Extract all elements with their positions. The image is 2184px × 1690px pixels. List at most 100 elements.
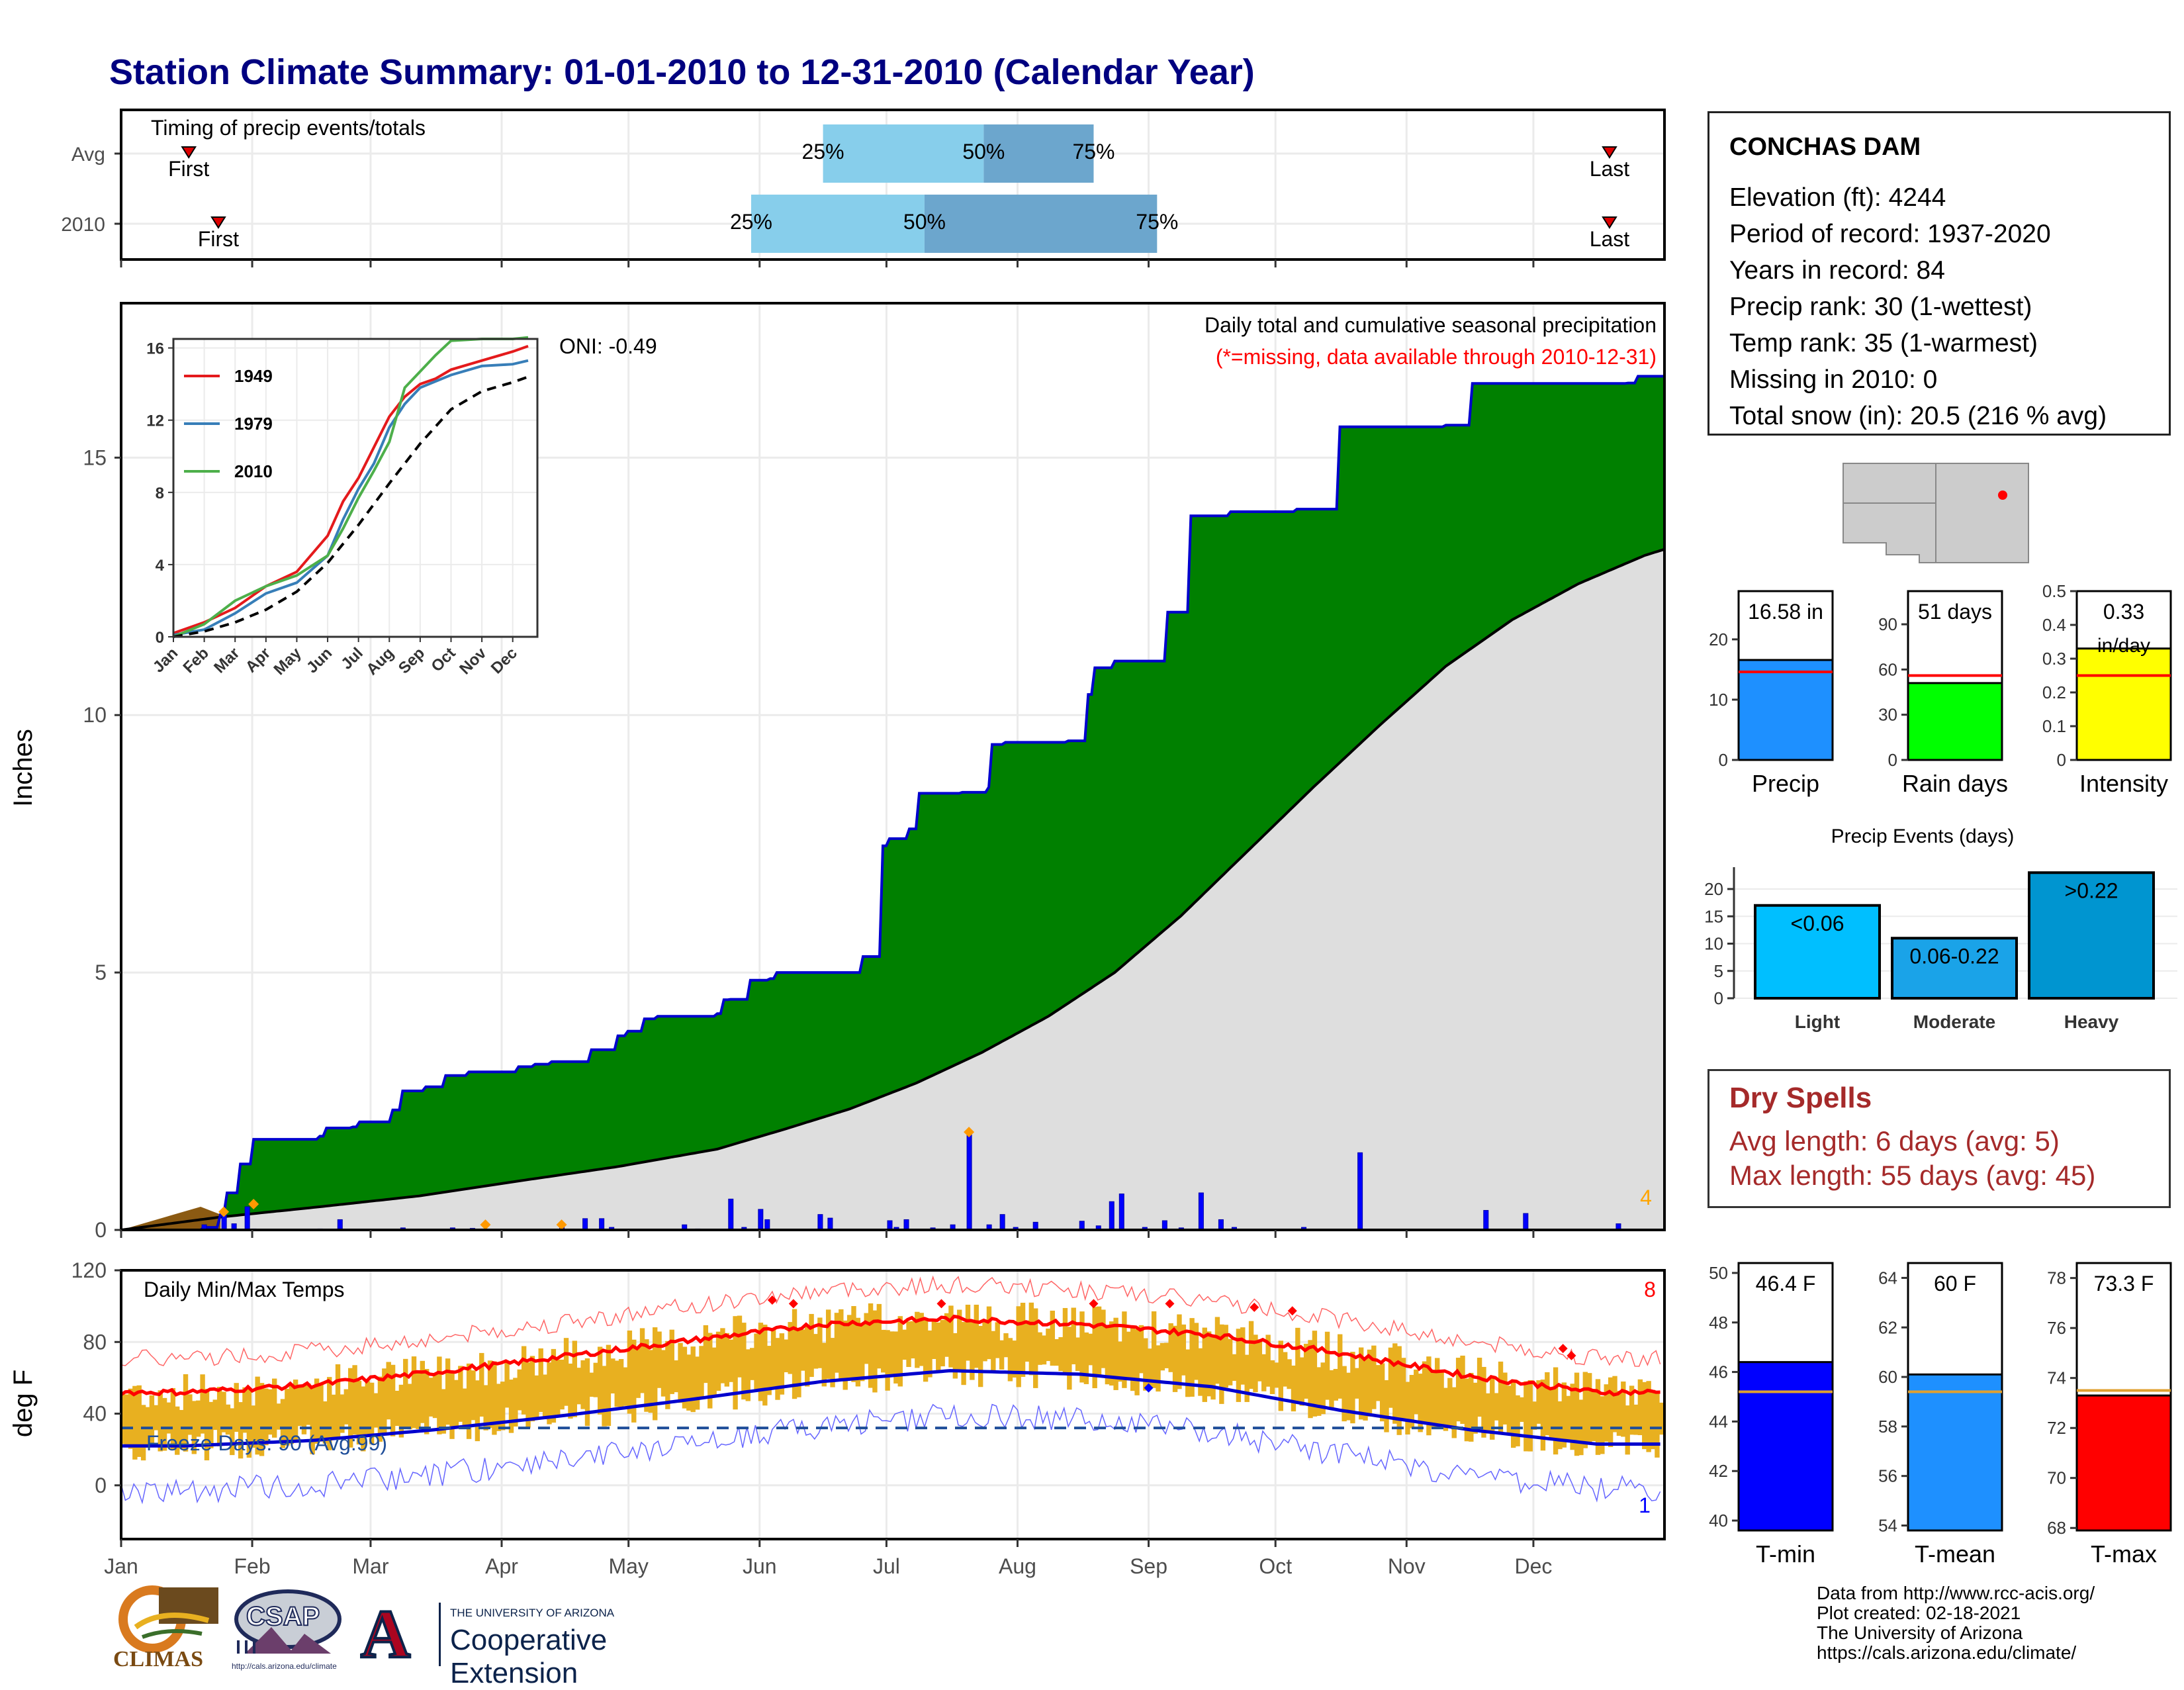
daily-temp-range-bar xyxy=(276,1403,281,1430)
snow-event-marker xyxy=(248,1199,259,1209)
daily-temp-range-bar xyxy=(1160,1342,1165,1371)
daily-temp-range-bar xyxy=(508,1380,514,1433)
oni-label: ONI: -0.49 xyxy=(559,334,657,358)
daily-temp-range-bar xyxy=(1181,1324,1187,1376)
temps-xtick-label: Oct xyxy=(1259,1554,1292,1578)
tmax-small-bar xyxy=(2075,1394,2172,1532)
daily-temp-range-bar xyxy=(1338,1334,1343,1399)
intensity-small-bar xyxy=(2075,647,2172,761)
daily-temp-range-bar xyxy=(1659,1402,1664,1435)
daily-temp-range-bar xyxy=(1570,1384,1575,1450)
events-category-label: Moderate xyxy=(1913,1011,1995,1032)
daily-temp-range-bar xyxy=(758,1323,764,1401)
daily-precip-event-bar xyxy=(599,1218,605,1231)
daily-precip-event-bar xyxy=(764,1219,770,1231)
daily-temp-range-bar xyxy=(897,1316,903,1387)
intensity-small-ytick-label: 0.3 xyxy=(2042,649,2066,669)
daily-temp-range-bar xyxy=(741,1323,747,1400)
daily-temp-range-bar xyxy=(846,1315,852,1378)
daily-temp-range-bar xyxy=(529,1356,535,1422)
timing-q25-label: 25% xyxy=(730,210,772,234)
daily-temp-range-bar xyxy=(614,1360,619,1407)
daily-temp-range-bar xyxy=(208,1401,214,1448)
inset-series-line-2010 xyxy=(173,336,529,638)
daily-temp-range-bar xyxy=(361,1386,366,1452)
daily-temp-range-bar xyxy=(864,1313,869,1364)
daily-temp-range-bar xyxy=(775,1338,780,1400)
daily-precip-event-bar xyxy=(1218,1219,1224,1231)
daily-temp-range-bar xyxy=(1367,1349,1373,1417)
daily-temp-range-bar xyxy=(403,1358,408,1429)
daily-temp-range-bar xyxy=(1354,1368,1359,1399)
daily-temp-range-bar xyxy=(821,1342,827,1387)
events-bar-label: <0.06 xyxy=(1791,912,1844,935)
daily-temp-range-bar xyxy=(398,1384,404,1438)
daily-temp-range-bar xyxy=(568,1363,573,1419)
daily-temp-range-bar xyxy=(1156,1345,1161,1392)
daily-temp-range-bar xyxy=(1342,1366,1347,1422)
daily-temp-range-bar xyxy=(1379,1363,1385,1422)
daily-temp-range-bar xyxy=(1621,1381,1626,1437)
daily-temp-range-bar xyxy=(830,1338,835,1387)
cumulative-2010-line xyxy=(121,375,1664,1231)
daily-temp-range-bar xyxy=(703,1325,709,1384)
daily-temp-range-bar xyxy=(745,1349,751,1401)
precip-ylabel: Inches xyxy=(9,729,38,807)
tmax-small-label: T-max xyxy=(2091,1540,2157,1568)
station-elevation: Elevation (ft): 4244 xyxy=(1729,183,1946,212)
tmin-small-bar xyxy=(1737,1361,1834,1532)
daily-temp-range-bar xyxy=(1206,1331,1212,1397)
daily-precip-event-bar xyxy=(903,1219,909,1231)
daily-temp-range-bar xyxy=(839,1309,844,1380)
daily-precip-event-bar xyxy=(827,1217,833,1231)
daily-temp-range-bar xyxy=(1058,1337,1064,1372)
daily-temp-range-bar xyxy=(872,1310,878,1393)
record-high-marker xyxy=(767,1295,777,1305)
daily-temp-range-bar xyxy=(711,1347,717,1397)
snow-event-marker xyxy=(480,1219,491,1231)
daily-temp-range-bar xyxy=(1405,1382,1410,1435)
daily-temp-range-bar xyxy=(259,1383,265,1456)
daily-temp-range-bar xyxy=(1248,1321,1254,1389)
tmean-small-ytick-label: 64 xyxy=(1878,1268,1897,1288)
temps-ytick-label: 40 xyxy=(83,1402,107,1426)
daily-temp-range-bar xyxy=(1324,1331,1330,1400)
daily-temp-range-bar xyxy=(999,1340,1005,1370)
temps-xtick-label: Jan xyxy=(104,1554,138,1578)
daily-precip-event-bar xyxy=(999,1214,1005,1231)
daily-temp-range-bar xyxy=(1333,1368,1339,1401)
daily-temp-range-bar xyxy=(458,1366,463,1422)
daily-temp-range-bar xyxy=(648,1350,654,1413)
precip-small-bar xyxy=(1737,659,1834,761)
daily-precip-event-bar xyxy=(1483,1209,1489,1231)
daily-temp-range-bar xyxy=(868,1303,874,1388)
daily-temp-range-bar xyxy=(204,1389,210,1461)
daily-temp-range-bar xyxy=(957,1309,962,1372)
record-low-line xyxy=(120,1403,1661,1505)
daily-temp-range-bar xyxy=(635,1346,641,1398)
raindays-small-ytick-label: 90 xyxy=(1878,614,1897,634)
daily-temp-range-bar xyxy=(796,1330,801,1397)
daily-temp-range-bar xyxy=(267,1389,273,1435)
daily-temp-range-bar xyxy=(1227,1338,1233,1385)
daily-temp-range-bar xyxy=(889,1331,895,1375)
daily-temp-range-bar xyxy=(1320,1362,1326,1415)
credit-plot-date: Plot created: 02-18-2021 xyxy=(1817,1603,2021,1623)
tmin-small-value-label: 46.4 F xyxy=(1756,1272,1816,1295)
record-high-line xyxy=(120,1275,1661,1367)
timing-row-label: 2010 xyxy=(61,214,105,236)
dry-spells-heading: Dry Spells xyxy=(1729,1082,1872,1114)
daily-temp-range-bar xyxy=(686,1354,692,1411)
daily-temp-range-bar xyxy=(1358,1347,1364,1420)
daily-temp-range-bar xyxy=(322,1401,328,1444)
daily-temp-range-bar xyxy=(851,1306,856,1382)
daily-temp-range-bar xyxy=(1164,1342,1169,1368)
daily-temp-range-bar xyxy=(348,1368,353,1448)
daily-temp-range-bar xyxy=(860,1323,865,1382)
precip-subtitle: (*=missing, data available through 2010-… xyxy=(1216,345,1657,369)
daily-temp-range-bar xyxy=(1616,1391,1622,1436)
daily-temp-range-bar xyxy=(974,1304,979,1368)
daily-temp-range-bar xyxy=(394,1390,400,1427)
last-event-marker xyxy=(1602,216,1617,229)
